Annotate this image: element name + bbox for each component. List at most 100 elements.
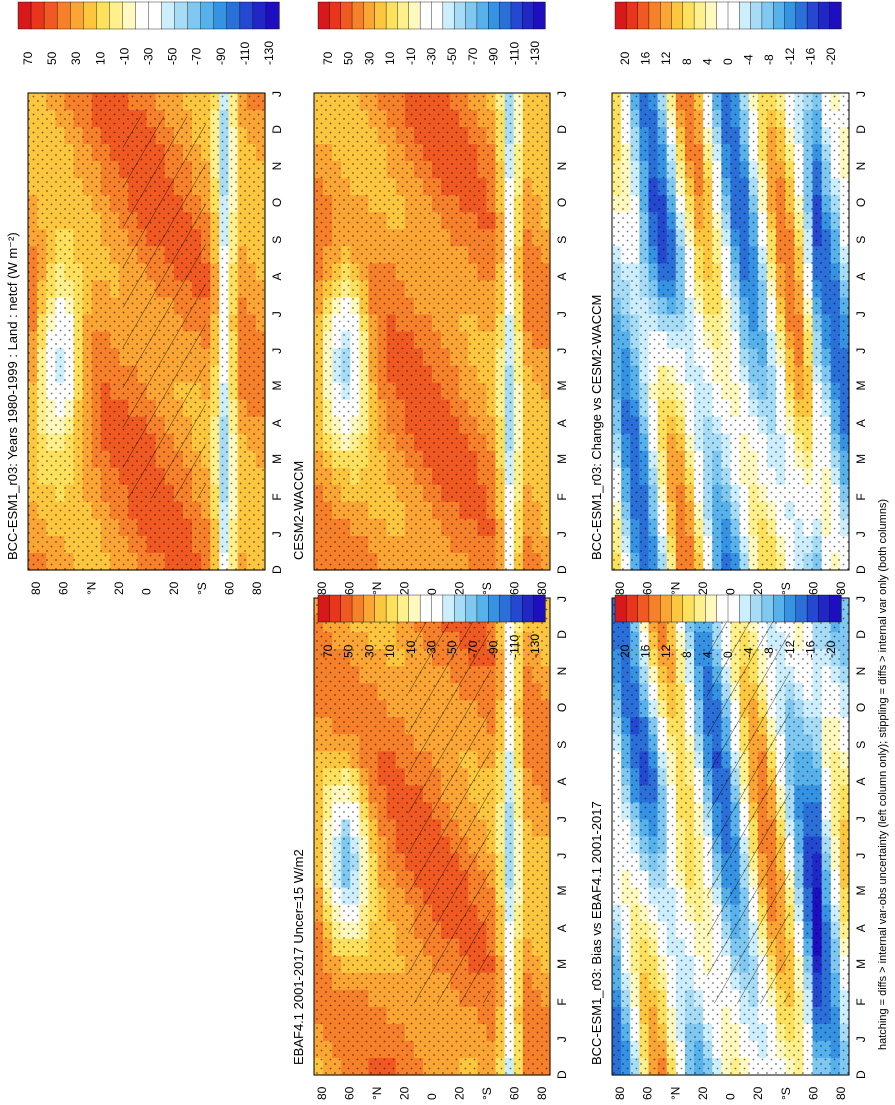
y-tick-label: °N (84, 582, 98, 595)
x-tick-label: A (555, 777, 569, 785)
colorbar-label: 30 (362, 644, 376, 658)
colorbar-label: -110 (507, 635, 521, 658)
colorbar-label: -70 (466, 47, 480, 65)
x-tick-label: J (555, 596, 569, 602)
panel-5-title: BCC-ESM1_r03: Bias vs EBAF4.1 2001-2017 (589, 801, 604, 1065)
y-tick-label: 60 (806, 1086, 820, 1100)
colorbar-swatch (419, 1, 433, 30)
x-tick-label: A (854, 419, 868, 427)
y-tick-label: 60 (641, 581, 655, 595)
hatching-overlay (122, 116, 206, 499)
y-tick-label: 0 (140, 588, 154, 595)
x-tick-label: J (854, 531, 868, 537)
colorbar-label: 50 (342, 51, 356, 65)
y-tick-label: 60 (806, 581, 820, 595)
y-tick-label: 60 (57, 581, 71, 595)
colorbar-swatch (522, 1, 535, 30)
colorbar-swatch (637, 1, 650, 30)
colorbar-swatch (522, 594, 535, 623)
colorbar-label: -10 (404, 47, 418, 65)
colorbar-label: 70 (21, 51, 35, 65)
y-tick-label: °N (370, 582, 384, 595)
colorbar-swatch (340, 1, 353, 30)
y-tick-label: 20 (696, 581, 710, 595)
colorbar-swatch (671, 594, 684, 623)
colorbar-swatch (122, 1, 137, 30)
panel-5-colorbar: 20 16 12 8 4 0 -4 -8 -12 -16 -20 (614, 594, 842, 658)
colorbar-label: -130 (528, 41, 542, 65)
panel-1-x-ticks: D J F M A M J J A S O N D J (270, 91, 284, 574)
colorbar-swatch (773, 1, 786, 30)
colorbar-label: -90 (487, 47, 501, 65)
colorbar-swatch (795, 1, 808, 30)
y-tick-label: 60 (508, 1086, 522, 1100)
y-tick-label: °N (370, 1087, 384, 1100)
panel-2-title: CESM2-WACCM (291, 461, 306, 560)
x-tick-label: M (854, 381, 868, 391)
colorbar-swatch (829, 1, 842, 30)
y-tick-label: 0 (425, 1093, 439, 1100)
colorbar-label: 4 (700, 651, 714, 658)
x-tick-label: M (854, 886, 868, 896)
x-tick-label: F (555, 998, 569, 1005)
x-tick-label: O (854, 198, 868, 207)
colorbar-label: -4 (742, 54, 756, 65)
x-tick-label: A (854, 272, 868, 280)
colorbar-swatch (682, 594, 695, 623)
y-tick-label: 60 (343, 581, 357, 595)
x-tick-label: N (854, 667, 868, 676)
colorbar-swatch (148, 1, 163, 30)
y-tick-label: 0 (425, 588, 439, 595)
y-tick-label: 80 (315, 581, 329, 595)
colorbar-swatch (739, 594, 752, 623)
x-tick-label: D (854, 125, 868, 134)
colorbar-swatch (317, 1, 330, 30)
colorbar-swatch (818, 594, 831, 623)
colorbar-label: -10 (117, 47, 131, 65)
x-tick-label: S (555, 741, 569, 749)
x-tick-label: N (555, 162, 569, 171)
x-tick-label: S (555, 236, 569, 244)
panel-3-y-ticks: 80 60 °N 20 0 20 °S 60 80 (315, 1086, 549, 1100)
colorbar-label: 10 (383, 51, 397, 65)
panel-5: BCC-ESM1_r03: Bias vs EBAF4.1 2001-2017 … (589, 594, 868, 1100)
colorbar-swatch (693, 1, 706, 30)
colorbar-label: -130 (262, 41, 276, 65)
colorbar-swatch (351, 594, 364, 623)
panel-1-title: BCC-ESM1_r03: Years 1980-1999 : Land : n… (5, 232, 20, 560)
colorbar-swatch (727, 594, 740, 623)
x-tick-label: F (854, 493, 868, 500)
colorbar-swatch (397, 1, 410, 30)
colorbar-label: -20 (824, 640, 838, 658)
colorbar-label: -10 (404, 640, 418, 658)
panel-5-y-ticks: 80 60 °N 20 0 20 °S 60 80 (613, 1086, 848, 1100)
x-tick-label: J (854, 596, 868, 602)
x-tick-label: M (854, 454, 868, 464)
colorbar-swatch (648, 594, 661, 623)
colorbar-label: 50 (342, 644, 356, 658)
colorbar-label: 70 (321, 644, 335, 658)
colorbar-swatch (510, 594, 523, 623)
colorbar-swatch (761, 594, 774, 623)
x-tick-label: M (555, 959, 569, 969)
y-tick-label: 60 (222, 581, 236, 595)
colorbar-swatch (693, 594, 706, 623)
y-tick-label: 60 (641, 1086, 655, 1100)
x-tick-label: M (270, 381, 284, 391)
colorbar-label: 12 (659, 51, 673, 65)
colorbar-swatch (408, 1, 421, 30)
y-tick-label: 0 (724, 1093, 738, 1100)
colorbar-swatch (431, 1, 444, 30)
panel-1-colorbar: 70 50 30 10 -10 -30 -50 -70 -90 -110 -130 (17, 1, 280, 65)
x-tick-label: J (854, 853, 868, 859)
panel-5-x-ticks: D J F M A M J J A S O N D J (854, 596, 868, 1079)
x-tick-label: N (555, 667, 569, 676)
colorbar-swatch (795, 594, 808, 623)
y-tick-label: 80 (315, 1086, 329, 1100)
colorbar-swatch (637, 594, 650, 623)
colorbar-swatch (374, 1, 387, 30)
x-tick-label: J (270, 91, 284, 97)
colorbar-label: -70 (466, 640, 480, 658)
y-tick-label: °S (480, 582, 494, 595)
colorbar-swatch (614, 594, 627, 623)
